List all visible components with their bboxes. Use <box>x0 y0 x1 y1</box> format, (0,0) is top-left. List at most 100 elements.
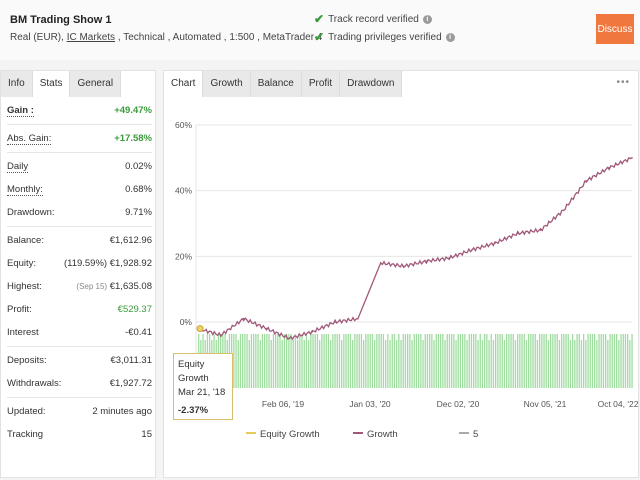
equity-bar <box>327 334 330 388</box>
tab-info[interactable]: Info <box>1 71 33 97</box>
hover-point <box>196 325 204 333</box>
equity-bar <box>576 334 578 388</box>
stat-label: Tracking <box>7 429 44 440</box>
equity-bar <box>556 334 558 388</box>
stat-value: +17.58% <box>114 133 152 144</box>
growth-point <box>585 180 588 182</box>
stat-value: -€0.41 <box>125 327 152 338</box>
stat-row-drawdown: Drawdown: 9.71% <box>7 201 152 224</box>
chart-grid <box>195 124 632 388</box>
equity-bar <box>479 334 481 388</box>
chart-legend: Equity Growth Growth 5 <box>246 429 478 440</box>
highest-amount: €1,635.08 <box>109 281 152 292</box>
equity-bar <box>574 340 576 388</box>
equity-bar <box>246 334 248 388</box>
chart-tabs: Chart Growth Balance Profit Drawdown <box>164 71 403 97</box>
equity-bar <box>547 340 550 388</box>
growth-series <box>196 157 633 341</box>
stat-label[interactable]: Abs. Gain: <box>7 132 52 145</box>
tab-chart[interactable]: Chart <box>164 71 204 97</box>
equity-bar <box>481 340 484 388</box>
stat-value: (119.59%) €1,928.92 <box>64 258 152 269</box>
x-axis-ticks: Feb 06, '19 Jan 03, '20 Dec 02, '20 Nov 05,… <box>262 399 639 409</box>
growth-point <box>425 260 428 263</box>
equity-bar <box>332 334 334 388</box>
equity-bar <box>631 334 633 388</box>
broker-link[interactable]: IC Markets <box>66 32 116 43</box>
stat-label: Highest: <box>7 281 42 292</box>
equity-bar <box>629 340 631 388</box>
stat-row-monthly: Monthly: 0.68% <box>7 178 152 201</box>
equity-bar <box>292 340 294 388</box>
equity-bar <box>338 334 341 388</box>
equity-bar <box>396 340 398 388</box>
equity-bar <box>492 340 495 388</box>
tab-profit[interactable]: Profit <box>301 71 341 97</box>
equity-bar <box>283 334 286 388</box>
equity-bar <box>343 334 345 388</box>
equity-bar <box>402 334 404 388</box>
stats-list: Gain : +49.47% Abs. Gain: +17.58% Daily … <box>7 99 152 446</box>
equity-bar <box>618 340 620 388</box>
tab-balance[interactable]: Balance <box>250 71 302 97</box>
equity-bar <box>495 334 497 388</box>
equity-bar <box>259 340 261 388</box>
account-header: BM Trading Show 1 Real (EUR), IC Markets… <box>0 0 640 60</box>
equity-bar <box>600 334 602 388</box>
equity-bar <box>620 334 622 388</box>
account-subtitle: Real (EUR), IC Markets , Technical , Aut… <box>10 32 322 43</box>
growth-point <box>265 327 268 330</box>
equity-bar <box>308 340 310 388</box>
equity-bar <box>484 334 486 388</box>
equity-bar <box>393 334 396 388</box>
growth-point <box>220 334 222 336</box>
equity-bar <box>235 334 237 388</box>
more-menu-icon[interactable]: ••• <box>616 77 630 88</box>
equity-bar <box>602 334 605 388</box>
chart-panel: Chart Growth Balance Profit Drawdown ••• <box>163 70 639 478</box>
equity-bar <box>299 334 301 388</box>
info-icon[interactable]: i <box>445 32 455 42</box>
equity-bar <box>279 334 281 388</box>
discuss-button[interactable]: Discuss <box>596 14 634 44</box>
equity-bar <box>591 334 594 388</box>
growth-point <box>379 262 382 264</box>
equity-bar <box>250 334 253 388</box>
equity-bar <box>429 334 431 388</box>
growth-point <box>448 257 451 259</box>
equity-bar <box>294 334 297 388</box>
tab-drawdown[interactable]: Drawdown <box>340 71 403 97</box>
divider <box>7 152 152 153</box>
equity-bar <box>422 340 424 388</box>
check-icon: ✔ <box>314 30 325 44</box>
equity-bar <box>624 334 627 388</box>
stat-label[interactable]: Daily <box>7 160 29 173</box>
growth-point <box>516 232 519 235</box>
equity-bar <box>345 334 347 388</box>
tab-growth[interactable]: Growth <box>203 71 251 97</box>
equity-bar <box>488 340 490 388</box>
stat-value: +49.47% <box>114 105 152 116</box>
equity-bar <box>477 340 479 388</box>
equity-bar <box>387 334 389 388</box>
stat-value: €1,927.72 <box>109 378 152 389</box>
growth-point <box>311 331 314 333</box>
legend-label: Growth <box>367 429 398 440</box>
equity-bar <box>272 334 275 388</box>
equity-bar <box>503 340 506 388</box>
stat-value: (Sep 15) €1,635.08 <box>76 281 152 292</box>
growth-point <box>471 248 473 251</box>
stat-label[interactable]: Monthly: <box>7 183 43 196</box>
tab-general[interactable]: General <box>70 71 122 97</box>
equity-bar <box>413 334 415 388</box>
tab-stats[interactable]: Stats <box>32 71 71 97</box>
info-icon[interactable]: i <box>422 14 432 24</box>
equity-bar <box>569 340 572 388</box>
stat-label[interactable]: Gain : <box>7 104 34 117</box>
equity-bar <box>244 334 246 388</box>
equity-bar <box>360 334 363 388</box>
equity-bar <box>305 334 308 388</box>
equity-bar <box>330 340 332 388</box>
stat-value: 0.02% <box>125 161 152 172</box>
equity-bar <box>523 334 525 388</box>
